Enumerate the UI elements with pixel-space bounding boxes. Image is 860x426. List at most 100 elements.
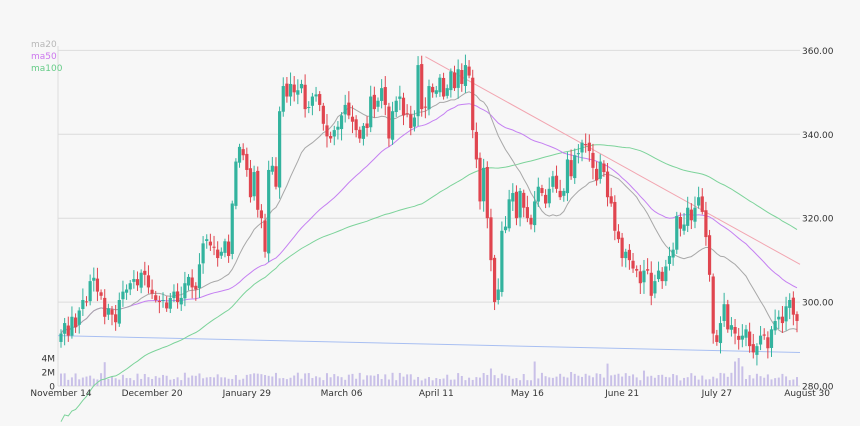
candle-up <box>463 65 468 86</box>
candle-up <box>161 300 165 301</box>
candle-up <box>445 88 449 96</box>
date-tick-label: April 11 <box>419 389 454 399</box>
candle-up <box>376 100 380 107</box>
volume-bar <box>653 377 656 386</box>
volume-bar <box>712 376 715 386</box>
volume-bar <box>511 378 514 386</box>
volume-bar <box>570 372 573 386</box>
candle-down <box>726 304 730 330</box>
volume-bar <box>329 377 332 386</box>
volume-bar <box>285 379 288 386</box>
candle-down <box>143 270 147 275</box>
candle-up <box>179 297 183 305</box>
candle-up <box>664 266 668 282</box>
volume-bar <box>602 377 605 386</box>
candle-down <box>66 325 70 336</box>
candle-down <box>347 102 351 116</box>
volume-bar <box>668 377 671 386</box>
candle-down <box>689 209 693 221</box>
candle-down <box>609 196 613 204</box>
volume-bar <box>519 380 522 386</box>
candle-up <box>197 264 202 289</box>
candle-up <box>106 308 110 315</box>
candle-down <box>514 191 519 219</box>
candle-up <box>686 207 690 226</box>
candle-down <box>245 153 249 170</box>
candle-up <box>343 104 347 115</box>
volume-bar <box>205 377 208 386</box>
legend: ma20 ma50 ma100 <box>31 40 63 74</box>
volume-bar <box>533 361 536 386</box>
candle-up <box>310 96 315 106</box>
volume-bar <box>632 374 635 386</box>
volume-bar <box>646 376 649 386</box>
candle-up <box>536 186 540 202</box>
volume-bar <box>220 377 223 386</box>
candle-down <box>733 326 737 334</box>
candle-down <box>175 291 180 303</box>
volume-bar <box>588 375 591 386</box>
candle-down <box>99 292 103 296</box>
date-tick-label: August 30 <box>784 389 830 399</box>
candle-down <box>471 77 475 131</box>
volume-bar <box>311 378 314 386</box>
candle-down <box>216 249 220 259</box>
volume-bar <box>307 373 310 386</box>
volume-bar <box>409 374 412 386</box>
volume-bar <box>107 378 110 386</box>
volume-bar <box>234 375 237 386</box>
candle-down <box>602 163 606 173</box>
volume-bar <box>256 373 259 386</box>
volume-bar <box>606 363 609 386</box>
volume-bar <box>380 379 383 386</box>
legend-ma20: ma20 <box>31 40 57 50</box>
candle-down <box>460 70 464 84</box>
volume-bar <box>271 376 274 386</box>
volume-bar <box>515 378 518 386</box>
volume-bar <box>92 378 95 386</box>
volume-bar <box>701 375 704 386</box>
volume-bar <box>154 376 157 386</box>
volume-bar <box>744 378 747 386</box>
volume-bar <box>759 376 762 386</box>
volume-bar <box>595 373 598 386</box>
volume-bar <box>774 378 777 386</box>
volume-bar <box>661 374 664 386</box>
candle-down <box>350 116 355 122</box>
volume-bar <box>89 375 92 386</box>
candle-up <box>307 107 311 109</box>
candle-down <box>420 64 424 110</box>
volume-bar <box>245 374 248 386</box>
volume-bar <box>322 380 325 386</box>
volume-bar <box>624 373 627 386</box>
volume-bar <box>216 374 219 386</box>
candle-down <box>329 136 333 139</box>
candle-up <box>237 146 242 163</box>
volume-bar <box>140 378 143 386</box>
date-tick-label: January 29 <box>222 389 272 399</box>
volume-bar <box>417 376 420 386</box>
candle-down <box>707 235 712 275</box>
candle-down <box>529 217 533 225</box>
candle-down <box>157 300 161 303</box>
candle-up <box>456 69 460 88</box>
volume-bar <box>500 373 503 386</box>
volume-bar <box>504 375 507 386</box>
volume-bars <box>60 358 798 386</box>
candle-down <box>150 289 154 294</box>
volume-bar <box>796 377 798 386</box>
candle-down <box>660 271 664 282</box>
volume-bar <box>708 379 711 386</box>
volume-bar <box>198 373 201 386</box>
candle-up <box>562 190 566 196</box>
candle-down <box>441 77 446 97</box>
volume-bar <box>78 379 81 386</box>
candle-down <box>737 335 741 340</box>
candle-down <box>405 113 409 115</box>
date-tick-label: May 16 <box>511 389 544 399</box>
volume-bar <box>227 378 230 386</box>
volume-bar <box>67 379 70 386</box>
candle-down <box>587 142 591 152</box>
candle-up <box>729 325 734 330</box>
volume-axis: 0 2M 4M <box>42 355 56 393</box>
